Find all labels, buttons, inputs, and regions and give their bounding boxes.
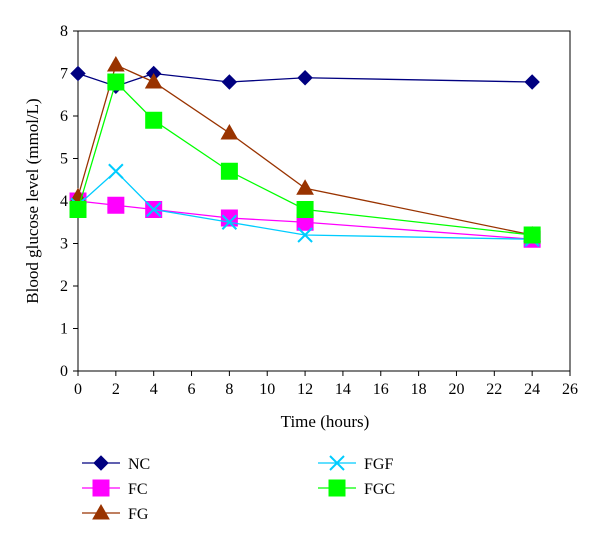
data-point-nc: [221, 74, 238, 90]
legend-label-nc: NC: [128, 456, 150, 473]
data-point-nc: [297, 70, 313, 86]
data-point-fgc: [145, 111, 163, 129]
legend-label-fgc: FGC: [364, 481, 395, 498]
x-tick-label: 24: [524, 381, 540, 398]
legend-marker-nc: [93, 455, 109, 471]
data-point-nc: [524, 74, 540, 90]
x-tick-label: 10: [259, 381, 275, 398]
y-tick-label: 5: [60, 151, 68, 168]
data-point-fgf: [297, 227, 313, 243]
data-point-fgf: [145, 201, 162, 218]
data-point-fg: [106, 55, 125, 72]
data-point-fgc: [220, 162, 238, 180]
legend-item-fg: FG: [82, 503, 149, 523]
data-point-fgc: [107, 73, 125, 91]
x-tick-label: 0: [74, 381, 82, 398]
y-tick-label: 8: [60, 23, 68, 40]
x-tick-label: 2: [112, 381, 120, 398]
legend-marker-fgc: [328, 479, 346, 497]
legend-label-fc: FC: [128, 481, 148, 498]
x-tick-label: 14: [335, 381, 351, 398]
data-point-fg: [144, 72, 163, 89]
y-tick-label: 4: [60, 193, 68, 210]
legend-item-fgc: FGC: [318, 479, 395, 498]
x-tick-label: 4: [150, 381, 158, 398]
legend-item-nc: NC: [82, 455, 150, 473]
data-point-fc: [107, 196, 125, 214]
legend-marker-fgf: [329, 455, 345, 471]
y-tick-label: 0: [60, 363, 68, 380]
legend-marker-fg: [92, 503, 110, 520]
legend-label-fg: FG: [128, 506, 149, 523]
legend: NC FC FG FGF FGC: [82, 455, 395, 523]
legend-item-fgf: FGF: [318, 455, 393, 473]
x-tick-label: 20: [448, 381, 464, 398]
x-tick-label: 8: [225, 381, 233, 398]
data-point-fgc: [296, 201, 314, 218]
x-tick-label: 16: [373, 381, 389, 398]
x-tick-label: 26: [562, 381, 578, 398]
x-tick-label: 6: [188, 381, 196, 398]
x-axis-label: Time (hours): [281, 412, 370, 431]
y-tick-label: 7: [60, 66, 68, 83]
y-tick-label: 1: [60, 321, 68, 338]
series-fgc: [69, 73, 541, 244]
data-point-nc: [70, 65, 86, 82]
legend-label-fgf: FGF: [364, 456, 393, 473]
legend-marker-fc: [92, 479, 110, 497]
data-point-fg: [296, 179, 314, 195]
x-tick-label: 12: [297, 381, 313, 398]
series-line-fgc: [77, 80, 533, 236]
y-tick-label: 2: [60, 278, 68, 295]
y-axis-label: Blood glucose level (mmol/L): [23, 98, 42, 303]
data-point-fgc: [523, 226, 541, 244]
y-tick-label: 6: [60, 108, 68, 125]
data-point-fg: [220, 123, 239, 140]
series-nc: [70, 65, 540, 94]
x-tick-label: 22: [486, 381, 502, 398]
data-point-fgf: [108, 163, 124, 179]
y-tick-label: 3: [60, 236, 68, 253]
data-point-fgf: [221, 214, 238, 230]
x-tick-label: 18: [411, 381, 427, 398]
legend-item-fc: FC: [82, 479, 148, 498]
data-point-fgc: [69, 201, 87, 218]
